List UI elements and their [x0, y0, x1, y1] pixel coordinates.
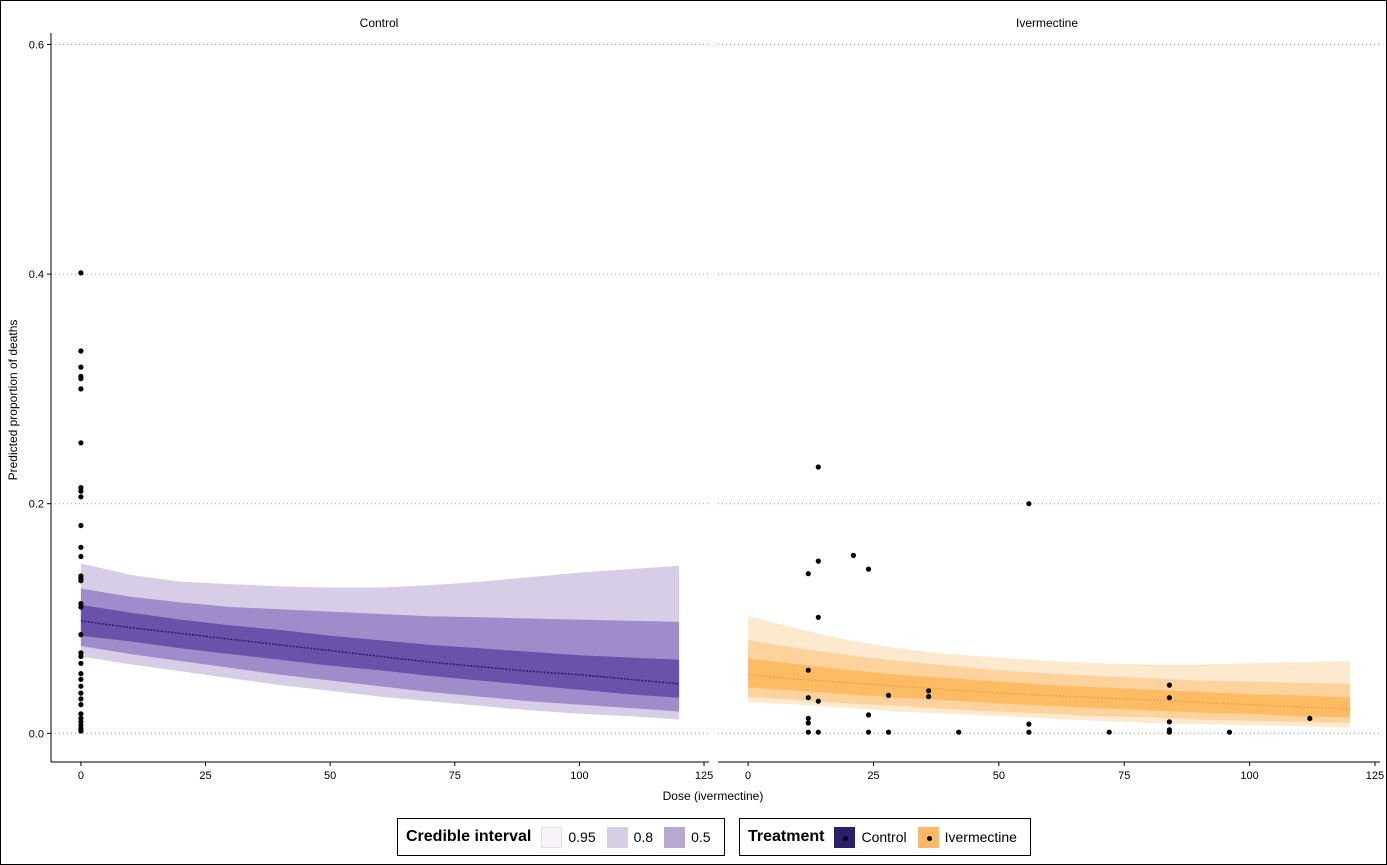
data-point-0-0 — [78, 270, 84, 276]
data-point-0-28 — [78, 711, 84, 717]
data-point-0-27 — [78, 702, 84, 708]
data-point-0-15 — [78, 578, 84, 584]
panel-title-ivermectine: Ivermectine — [1016, 16, 1078, 30]
data-point-1-21 — [1026, 721, 1032, 727]
legend-label-control: Control — [861, 829, 907, 845]
data-point-1-25 — [1166, 695, 1172, 701]
data-point-1-2 — [805, 695, 811, 701]
x-tick-label-p1-1: 25 — [867, 770, 879, 782]
x-tick-label-p0-1: 25 — [199, 770, 211, 782]
legend-label-05: 0.5 — [691, 829, 711, 845]
y-tick-label-0: 0.0 — [29, 728, 44, 740]
data-point-1-14 — [865, 729, 872, 735]
legend-credible-interval: Credible interval 0.95 0.8 0.5 — [397, 818, 725, 856]
data-point-1-30 — [1307, 715, 1313, 722]
data-point-1-28 — [1166, 729, 1172, 735]
panel-ivermectine — [748, 464, 1350, 735]
data-point-1-11 — [850, 552, 857, 559]
data-point-0-26 — [78, 696, 84, 702]
x-tick-label-p1-3: 75 — [1118, 770, 1130, 782]
data-point-1-3 — [805, 715, 811, 722]
y-axis-label: Predicted proportion of deaths — [6, 320, 20, 481]
data-point-0-2 — [78, 364, 84, 370]
data-point-0-11 — [78, 544, 84, 550]
data-point-0-6 — [78, 440, 84, 446]
data-point-1-8 — [815, 614, 821, 620]
x-tick-label-p0-0: 0 — [78, 770, 84, 782]
legend-key-05 — [664, 826, 686, 848]
data-point-1-29 — [1226, 729, 1233, 735]
data-point-0-21 — [78, 660, 84, 666]
data-point-0-25 — [78, 690, 84, 696]
y-tick-label-1: 0.2 — [29, 499, 44, 511]
data-point-1-18 — [926, 694, 932, 700]
legend-label-ivermectine: Ivermectine — [944, 829, 1017, 845]
x-tick-label-p0-3: 75 — [449, 770, 461, 782]
y-tick-label-3: 0.6 — [29, 39, 44, 51]
legend-key-ivermectine — [917, 826, 939, 848]
data-point-1-23 — [1106, 729, 1112, 735]
median-line-1 — [748, 673, 1350, 710]
data-point-0-9 — [78, 494, 84, 500]
y-tick-label-2: 0.4 — [29, 269, 44, 281]
data-point-0-10 — [78, 522, 84, 529]
data-point-1-17 — [926, 688, 932, 694]
data-point-0-8 — [78, 488, 84, 494]
data-point-0-5 — [78, 386, 84, 392]
data-point-0-33 — [78, 728, 84, 734]
data-point-1-13 — [865, 712, 872, 718]
data-point-1-10 — [815, 729, 821, 735]
median-line-0 — [80, 620, 680, 685]
x-tick-label-p1-0: 0 — [745, 770, 751, 782]
band-50-0 — [80, 604, 680, 698]
data-point-1-6 — [815, 464, 821, 470]
data-point-1-7 — [815, 558, 821, 564]
x-tick-label-p1-2: 50 — [993, 770, 1005, 782]
x-tick-label-p1-5: 125 — [1366, 770, 1384, 782]
panel-title-control: Control — [360, 16, 399, 30]
data-point-0-12 — [78, 553, 84, 560]
data-point-1-19 — [956, 729, 962, 735]
data-point-1-0 — [805, 571, 811, 577]
x-tick-label-p0-2: 50 — [324, 770, 336, 782]
data-point-1-5 — [805, 729, 811, 735]
legend-key-095 — [541, 826, 563, 848]
data-point-0-4 — [78, 376, 84, 382]
grid-lines — [51, 43, 1380, 734]
axes: 0.0 0.2 0.4 0.6 0 25 50 75 100 125 0 25 50 75 100 125 — [29, 33, 1384, 782]
data-point-0-1 — [78, 348, 84, 354]
data-point-1-12 — [865, 566, 872, 572]
x-axis-label: Dose (ivermectine) — [663, 789, 764, 803]
x-tick-label-p1-4: 100 — [1240, 770, 1258, 782]
data-point-1-22 — [1026, 729, 1032, 735]
data-point-1-16 — [885, 729, 892, 735]
legend-key-control — [834, 826, 856, 848]
panel-control — [78, 270, 680, 734]
data-point-0-23 — [78, 676, 84, 682]
legend-treatment: Treatment Control Ivermectine — [739, 818, 1031, 856]
data-point-0-17 — [78, 604, 84, 610]
data-point-1-24 — [1166, 682, 1172, 688]
data-point-1-20 — [1026, 501, 1032, 507]
legend-label-095: 0.95 — [568, 829, 596, 845]
legend-title-treatment: Treatment — [748, 828, 825, 845]
legend-title-credible-interval: Credible interval — [406, 828, 532, 845]
data-point-1-1 — [805, 667, 811, 673]
x-tick-label-p0-4: 100 — [570, 770, 588, 782]
data-point-0-18 — [78, 632, 84, 638]
legend-key-08 — [606, 826, 628, 848]
data-point-1-15 — [885, 692, 892, 699]
data-point-0-24 — [78, 683, 84, 689]
data-point-0-22 — [78, 671, 84, 677]
data-point-1-9 — [815, 698, 821, 704]
legend-label-08: 0.8 — [633, 829, 654, 845]
data-point-0-20 — [78, 653, 84, 660]
data-point-1-4 — [805, 720, 811, 726]
data-point-1-26 — [1166, 719, 1172, 725]
x-tick-label-p0-5: 125 — [695, 770, 713, 782]
